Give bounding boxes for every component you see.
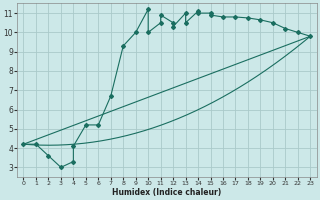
X-axis label: Humidex (Indice chaleur): Humidex (Indice chaleur) xyxy=(112,188,221,197)
